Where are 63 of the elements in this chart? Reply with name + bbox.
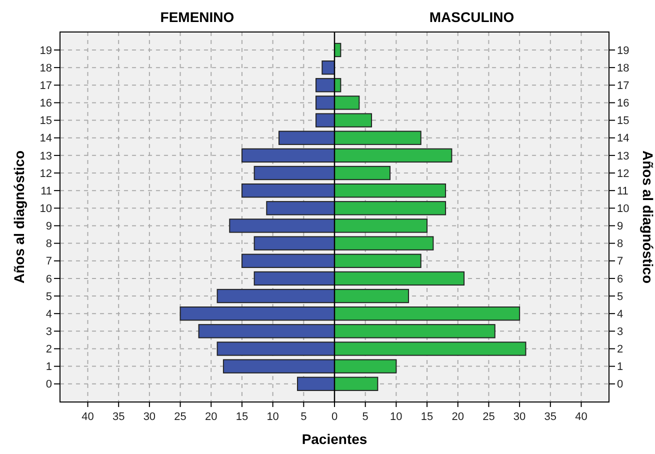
text: MASCULINO — [429, 9, 514, 25]
x-tick-label: 20 — [205, 411, 218, 423]
category-label: 6 — [617, 273, 624, 286]
y-tick-label: 12 — [40, 168, 52, 180]
x-tick-label: 30 — [513, 411, 526, 423]
category-label: 18 — [617, 62, 630, 74]
y-tick-label: 9 — [46, 220, 52, 233]
bar — [322, 60, 335, 75]
y-tick-label: 6 — [46, 273, 52, 286]
y-tick-label: 8 — [46, 238, 52, 250]
y-tick-label: 7 — [46, 256, 52, 268]
y-tick-label: 15 — [40, 115, 52, 128]
y-tick-label: 18 — [40, 62, 52, 74]
x-tick-label: 30 — [143, 411, 156, 423]
y-tick-label: 5 — [46, 290, 52, 303]
category-label: 11 — [617, 185, 628, 198]
x-tick-label: 5 — [362, 411, 368, 423]
y-tick-label: 4 — [46, 308, 52, 320]
x-axis-title: Pacientes — [302, 431, 368, 447]
x-tick-label: 0 — [331, 411, 338, 423]
x-tick-label: 25 — [174, 411, 186, 423]
category-label: 2 — [617, 344, 624, 356]
x-tick-label: 10 — [390, 411, 402, 423]
category-label: 14 — [617, 132, 630, 145]
y-tick-label: 17 — [40, 80, 52, 92]
y2-axis-title: Años al diagnóstico — [640, 150, 655, 284]
category-label: 5 — [617, 290, 624, 303]
category-label: 1 — [617, 361, 624, 374]
category-label: 16 — [617, 98, 630, 110]
category-label: 10 — [617, 203, 630, 216]
category-label: 7 — [617, 256, 624, 268]
category-label: 13 — [617, 150, 630, 162]
category-label: 17 — [617, 80, 630, 92]
y-tick-label: 3 — [46, 326, 52, 338]
category-label: 8 — [617, 238, 624, 250]
y-tick-label: 2 — [46, 344, 52, 356]
y-axis-title: Años al diagnóstico — [11, 150, 27, 284]
y-tick-label: 10 — [40, 203, 52, 216]
x-tick-label: 35 — [544, 411, 557, 423]
category-label: 15 — [617, 115, 630, 128]
x-tick-label: 20 — [452, 411, 464, 423]
y-tick-label: 11 — [40, 185, 52, 198]
category-label: 12 — [617, 168, 630, 180]
category-label: 0 — [617, 378, 624, 391]
category-label: 9 — [617, 220, 624, 233]
x-tick-label: 40 — [82, 411, 94, 423]
y-tick-label: 1 — [46, 361, 52, 374]
y-tick-label: 16 — [40, 98, 52, 110]
x-tick-label: 40 — [575, 411, 588, 423]
x-tick-label: 25 — [482, 411, 495, 423]
y-tick-label: 13 — [40, 150, 52, 162]
x-tick-label: 15 — [236, 411, 248, 423]
x-tick-label: 5 — [300, 411, 307, 423]
text: FEMENINO — [160, 9, 234, 25]
x-tick-label: 10 — [266, 411, 279, 423]
y-tick-label: 14 — [40, 132, 52, 145]
category-label: 3 — [617, 326, 624, 338]
x-tick-label: 15 — [420, 411, 434, 423]
x-tick-label: 35 — [112, 411, 125, 423]
y-tick-label: 0 — [46, 378, 52, 391]
category-label: 4 — [617, 308, 624, 320]
category-label: 19 — [617, 44, 630, 57]
y-tick-label: 19 — [40, 44, 52, 57]
